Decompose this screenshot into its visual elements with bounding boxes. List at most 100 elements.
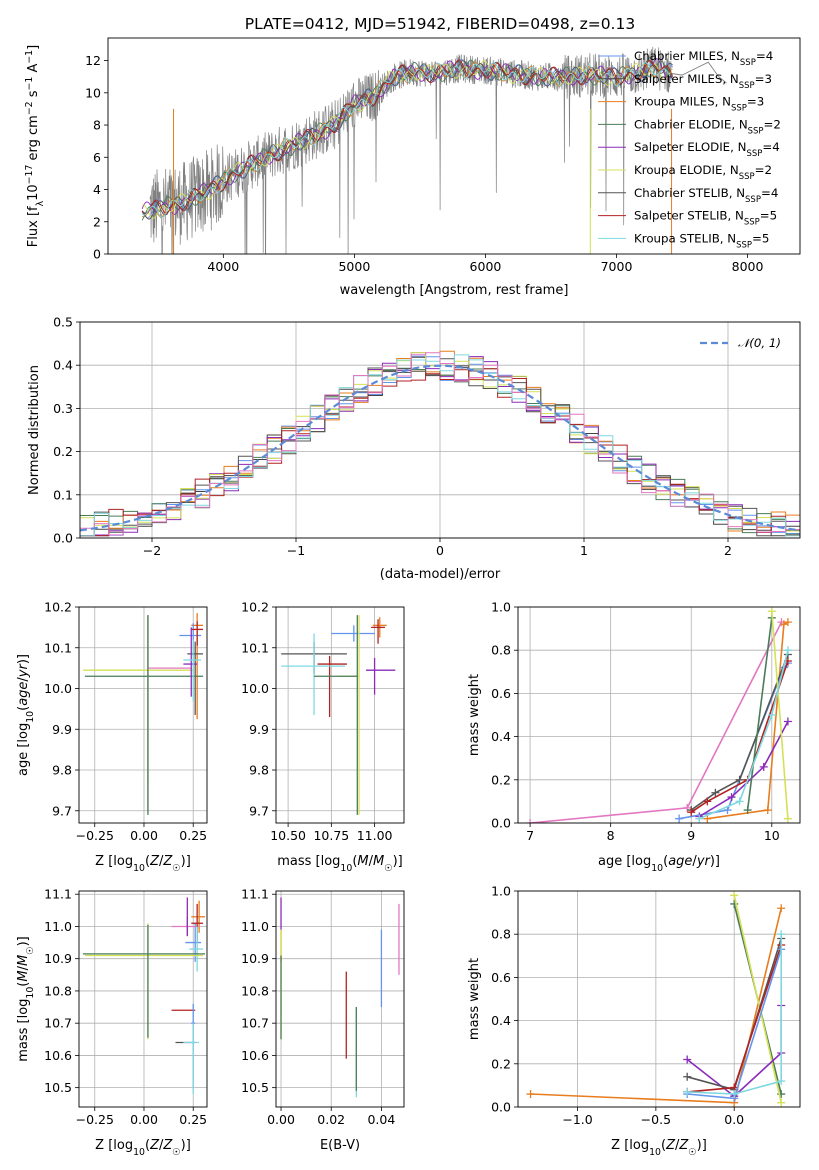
label-part: Z [149,854,160,869]
legend-label: Salpeter MILES, NSSP=3 [634,72,772,91]
x-tick-label: 1 [580,543,588,558]
label-part: A [26,64,41,77]
label-part: / [675,1138,680,1153]
y-tick-label: 10.5 [44,1080,72,1095]
x-axis-label: mass [log10(M/M☉)] [277,854,403,874]
legend-label: Kroupa ELODIE, NSSP=2 [634,163,772,182]
normal-curve [80,364,800,532]
y-tick-label: 6 [93,150,101,165]
plot-area [80,350,800,537]
label-part: Salpeter ELODIE, N [634,140,746,154]
label-part: age [log [598,854,651,869]
weight-series [746,617,773,811]
label-part: Z [678,1138,689,1153]
legend-label: Chabrier ELODIE, NSSP=2 [634,117,781,136]
label-part: Chabrier MILES, N [634,49,740,63]
weight-marker [783,717,792,726]
weight-marker [759,762,768,771]
y-tick-label: 10.7 [241,1016,269,1031]
label-part: age [668,854,692,869]
y-tick-label: 1.0 [491,884,511,899]
label-part: =4 [761,186,778,200]
label-part: ( [16,982,31,987]
label-part: 10 [25,987,36,999]
x-tick-label: 0.25 [179,828,207,843]
label-part: Salpeter STELIB, N [634,209,744,223]
y-tick-label: 10.1 [241,640,269,655]
model-spectrum [141,62,673,218]
weight-series [698,650,789,820]
y-tick-label: 10.7 [44,1016,72,1031]
label-part: M [357,854,368,869]
label-part: / [159,854,164,869]
plot-area [526,891,786,1107]
weight-marker [779,620,788,629]
x-tick-label: 4000 [207,259,239,274]
label-part: =5 [760,209,777,223]
y-axis-label: Normed distribution [27,365,42,495]
plot-area [281,615,396,815]
axes-frame [275,606,405,824]
label-part: Salpeter MILES, N [634,72,739,86]
label-part: M [373,854,384,869]
x-tick-label: −1 [287,543,305,558]
legend-label: 𝒩(0, 1) [738,336,781,350]
panel-spectrum: 4000 5000 6000 7000 8000 0 2 4 6 8 10 12 Chabrier MI… [24,37,801,298]
label-part: SSP [748,126,764,136]
label-part: / [16,965,31,970]
panel-age-vs-Z: −0.25 0.00 0.25 9.7 9.8 9.9 10.0 10.1 10.2 Z [log… [16,600,208,874]
label-part: 10 [25,711,36,723]
y-tick-label: 10.9 [44,951,72,966]
y-tick-label: 9.9 [52,722,72,737]
x-tick-label: −0.25 [76,828,114,843]
label-part: ☉ [172,863,180,874]
plot-area [82,613,204,815]
legend-label: Salpeter ELODIE, NSSP=4 [634,140,780,159]
weight-marker [683,803,692,812]
y-tick-label: 0.8 [491,643,511,658]
label-part: M [16,970,31,981]
weight-marker [683,1087,692,1096]
label-part: Kroupa ELODIE, N [634,163,739,177]
x-tick-label: 0 [436,543,444,558]
weight-series [733,895,782,1103]
y-tick-label: 11.1 [241,887,269,902]
label-part: 10 [133,863,145,874]
y-tick-label: 10.0 [44,681,72,696]
label-part: SSP [739,81,755,91]
weight-marker [767,607,776,616]
label-part: mass [log [16,999,31,1062]
y-tick-label: 12 [85,53,101,68]
x-tick-label: 11.00 [357,828,393,843]
weight-series [687,934,782,1095]
label-part: )] [16,936,31,946]
y-tick-label: 0.4 [53,358,73,373]
x-tick-label: 10 [764,828,780,843]
label-part: Kroupa STELIB, N [634,231,736,245]
label-part: Z [log [611,1138,649,1153]
label-part: 10 [340,863,352,874]
label-part: −17 [24,165,35,185]
axes-frame [78,890,208,1108]
label-part: −2 [24,101,35,115]
label-part: SSP [745,195,761,205]
label-part: SSP [736,240,752,250]
weight-marker [687,808,696,817]
y-tick-label: 0.3 [53,401,73,416]
label-part: ( [145,854,150,869]
plot-area [82,897,206,1095]
plot-area [280,897,400,1098]
y-tick-label: 9.7 [249,803,269,818]
label-part: −1 [24,77,35,91]
label-part: −1 [24,50,35,64]
label-part: mass [log [277,854,340,869]
label-part: 10 [26,184,41,201]
label-part: Chabrier ELODIE, N [634,117,748,131]
x-tick-label: −0.25 [76,1112,114,1127]
label-part: SSP [731,104,747,114]
label-part: s [26,90,41,101]
y-tick-label: 0.6 [491,970,511,985]
label-part: ( [663,854,668,869]
weight-marker [777,1098,786,1107]
